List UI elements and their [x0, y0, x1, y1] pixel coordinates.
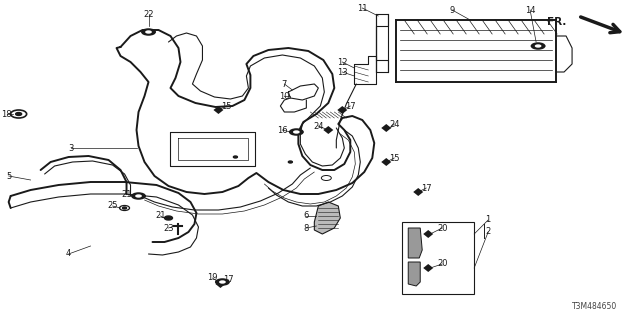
Text: 14: 14: [525, 5, 536, 14]
Text: 4: 4: [66, 250, 71, 259]
Text: 8: 8: [303, 223, 309, 233]
Text: 9: 9: [449, 5, 455, 14]
Polygon shape: [214, 106, 223, 114]
Polygon shape: [323, 126, 333, 134]
Circle shape: [289, 128, 304, 136]
Circle shape: [15, 113, 22, 116]
Text: 23: 23: [163, 223, 174, 233]
Text: 25: 25: [108, 202, 118, 211]
Text: 18: 18: [1, 109, 12, 118]
Circle shape: [215, 278, 230, 286]
Text: 5: 5: [6, 172, 12, 180]
Text: T3M484650: T3M484650: [572, 302, 618, 311]
Polygon shape: [381, 124, 391, 132]
Text: 11: 11: [357, 4, 367, 12]
Circle shape: [131, 192, 146, 200]
Text: 21: 21: [156, 212, 166, 220]
Text: 20: 20: [437, 260, 447, 268]
Text: 19: 19: [207, 274, 218, 283]
Circle shape: [219, 280, 226, 284]
Polygon shape: [408, 228, 422, 258]
Bar: [403, 222, 474, 294]
Text: 20: 20: [437, 223, 447, 233]
Circle shape: [122, 207, 127, 209]
Polygon shape: [423, 264, 433, 272]
Text: 1: 1: [486, 215, 491, 225]
Text: 3: 3: [68, 143, 73, 153]
Circle shape: [135, 194, 142, 198]
Text: 13: 13: [337, 68, 348, 76]
Polygon shape: [337, 106, 348, 114]
Circle shape: [531, 42, 545, 50]
Text: 22: 22: [143, 10, 154, 19]
Text: 6: 6: [303, 212, 309, 220]
Text: 21: 21: [122, 189, 132, 198]
Text: 24: 24: [389, 119, 399, 129]
Circle shape: [535, 44, 541, 48]
Circle shape: [234, 156, 237, 158]
Circle shape: [145, 30, 152, 34]
Polygon shape: [216, 280, 225, 288]
Circle shape: [141, 28, 156, 36]
Text: 15: 15: [221, 101, 232, 110]
Polygon shape: [314, 202, 340, 234]
Text: 24: 24: [313, 122, 324, 131]
Text: 17: 17: [345, 101, 356, 110]
Text: 2: 2: [486, 228, 491, 236]
Text: FR.: FR.: [547, 17, 566, 27]
Polygon shape: [413, 188, 423, 196]
Circle shape: [164, 216, 173, 220]
Text: 17: 17: [421, 183, 431, 193]
Text: 12: 12: [337, 58, 348, 67]
Circle shape: [289, 161, 292, 163]
Polygon shape: [423, 230, 433, 238]
Polygon shape: [408, 262, 420, 286]
Text: 10: 10: [279, 92, 290, 100]
Circle shape: [293, 130, 300, 134]
Polygon shape: [381, 158, 391, 166]
Text: 15: 15: [389, 154, 399, 163]
Text: 16: 16: [277, 125, 288, 134]
Text: 7: 7: [282, 79, 287, 89]
Text: 17: 17: [223, 276, 234, 284]
